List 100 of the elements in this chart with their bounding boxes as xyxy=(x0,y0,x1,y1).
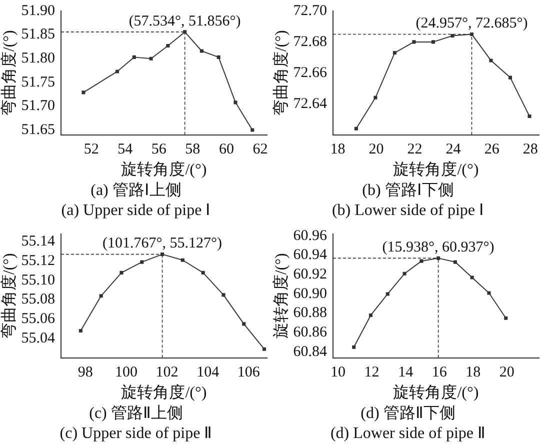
y-tick-label: 55.08 xyxy=(21,292,55,308)
x-tick-label: 56 xyxy=(151,142,167,158)
point xyxy=(504,316,508,320)
point xyxy=(140,260,144,264)
y-tick-label: 60.90 xyxy=(293,286,327,302)
x-tick-label: 10 xyxy=(330,364,346,381)
point xyxy=(200,49,204,53)
point xyxy=(368,313,373,318)
x-tick-label: 14 xyxy=(398,364,414,381)
point xyxy=(242,322,246,326)
y-tick-label: 60.84 xyxy=(293,344,328,360)
y-tick-label: 55.10 xyxy=(21,272,55,288)
y-tick-label: 60.86 xyxy=(293,324,328,341)
y-tick-label: 72.70 xyxy=(293,2,327,19)
y-tick-label: 51.70 xyxy=(21,98,55,114)
annotation: (24.957°, 72.685°) xyxy=(416,16,528,32)
x-tick-label: 16 xyxy=(432,364,448,381)
x-tick-label: 28 xyxy=(522,142,538,158)
point xyxy=(489,58,493,62)
y-tick-label: 51.80 xyxy=(21,50,55,67)
x-tick-label: 98 xyxy=(78,364,93,381)
y-tick-label: 51.65 xyxy=(21,122,55,138)
x-tick-label: 104 xyxy=(196,364,220,381)
y-tick-label: 72.64 xyxy=(293,96,328,112)
point xyxy=(115,70,120,74)
x-tick-label: 20 xyxy=(499,364,514,381)
point xyxy=(166,44,170,48)
point xyxy=(470,276,474,280)
point xyxy=(262,347,266,351)
y-tick-label: 60.88 xyxy=(293,305,327,322)
annotation: (57.534°, 51.856°) xyxy=(128,13,241,30)
point xyxy=(392,51,396,55)
x-tick-label: 24 xyxy=(446,142,462,158)
point xyxy=(132,55,136,59)
x-tick-label: 20 xyxy=(368,142,384,158)
y-tick-label: 51.90 xyxy=(21,2,55,19)
x-tick-label: 52 xyxy=(84,142,99,158)
point xyxy=(453,260,457,264)
y-tick-label: 55.12 xyxy=(21,253,55,270)
y-tick-label: 51.75 xyxy=(21,74,55,90)
text: (c) Upper side of pipe Ⅱ xyxy=(58,424,214,443)
y-tick-label: 55.14 xyxy=(21,234,56,250)
text: (b) 管路Ⅰ下侧 xyxy=(361,181,455,201)
x-tick-label: 106 xyxy=(237,364,260,381)
y-tick-label: 60.92 xyxy=(293,266,327,283)
text: (d) Lower side of pipe Ⅱ xyxy=(329,424,487,443)
point xyxy=(82,90,86,94)
y-axis-title: 旋转角度/(°) xyxy=(272,253,290,339)
point xyxy=(450,34,454,38)
text: (c) 管路Ⅱ上侧 xyxy=(88,404,184,424)
y-tick-label: 51.85 xyxy=(21,26,55,43)
y-axis-title: 弯曲角度/(°) xyxy=(272,30,290,116)
x-tick-label: 12 xyxy=(364,364,380,381)
point xyxy=(216,55,220,59)
point xyxy=(183,30,187,34)
x-axis-title: 旋转角度/(°) xyxy=(121,384,207,402)
point xyxy=(149,56,153,60)
point xyxy=(201,270,205,274)
y-axis-title: 弯曲角度/(°) xyxy=(0,253,18,339)
point xyxy=(222,293,226,297)
y-tick-label: 72.66 xyxy=(293,64,328,81)
point xyxy=(234,100,238,104)
point xyxy=(99,294,103,298)
point xyxy=(412,40,416,44)
x-tick-label: 18 xyxy=(330,142,346,158)
x-tick-label: 100 xyxy=(114,364,138,381)
text: (a) 管路Ⅰ上侧 xyxy=(90,180,182,201)
x-tick-label: 58 xyxy=(185,142,200,158)
y-tick-label: 55.06 xyxy=(21,311,56,328)
point xyxy=(374,96,378,100)
text: (a) Upper side of pipe Ⅰ xyxy=(60,201,212,220)
point xyxy=(431,40,435,44)
x-axis-title: 旋转角度/(°) xyxy=(393,160,479,179)
x-tick-label: 26 xyxy=(484,142,500,158)
y-tick-label: 60.94 xyxy=(293,247,328,264)
y-tick-label: 60.96 xyxy=(293,228,328,244)
point xyxy=(354,126,358,130)
point xyxy=(250,128,254,132)
point xyxy=(120,270,124,274)
point xyxy=(508,76,512,80)
point xyxy=(160,252,164,256)
point xyxy=(180,258,184,262)
point xyxy=(386,292,390,296)
point xyxy=(528,114,532,118)
y-tick-label: 55.04 xyxy=(21,330,56,346)
y-tick-label: 72.68 xyxy=(293,34,327,50)
x-tick-label: 60 xyxy=(218,142,234,158)
y-axis-title: 弯曲角度/(°) xyxy=(0,30,18,116)
annotation: (15.938°, 60.937°) xyxy=(382,240,494,256)
x-tick-label: 18 xyxy=(466,364,481,381)
point xyxy=(487,291,491,295)
x-axis-title: 旋转角度/(°) xyxy=(393,384,479,402)
point xyxy=(436,256,440,260)
x-tick-label: 62 xyxy=(252,142,268,158)
text: (d) 管路Ⅱ下侧 xyxy=(360,404,456,424)
x-tick-label: 22 xyxy=(407,142,422,158)
x-tick-label: 54 xyxy=(118,142,134,158)
point xyxy=(402,272,406,276)
point xyxy=(352,345,356,349)
point xyxy=(78,328,82,332)
